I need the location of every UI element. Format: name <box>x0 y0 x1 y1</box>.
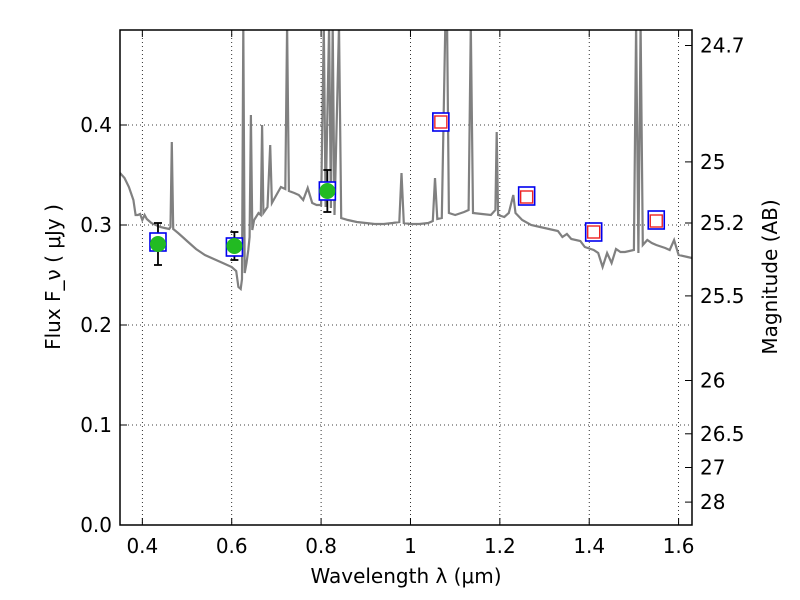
right-tick-label: 27 <box>700 456 725 480</box>
x-tick-label: 0.8 <box>305 534 337 558</box>
predicted-flux-point <box>586 225 601 239</box>
predicted-flux-point <box>649 214 663 228</box>
right-axis-title: Magnitude (AB) <box>758 199 782 354</box>
axis-ticks: 0.4 0.6 0.8 1 1.2 1.4 1.6 0.0 0.1 0.2 0.3 0.4 24.7 25… <box>80 30 745 558</box>
markers <box>149 112 666 266</box>
right-tick-label: 25 <box>700 150 725 174</box>
right-tick-label: 24.7 <box>700 34 745 58</box>
x-tick-label: 0.4 <box>126 534 158 558</box>
model-flux-box <box>584 222 603 242</box>
y-tick-label: 0.0 <box>80 513 112 537</box>
predicted-flux-point <box>434 115 448 129</box>
y-axis-title: Flux F_ν ( μJy ) <box>41 204 65 350</box>
plot-area <box>120 30 692 292</box>
observed-flux-point <box>226 238 243 254</box>
predicted-flux-point <box>519 190 534 204</box>
y-tick-label: 0.2 <box>80 313 112 337</box>
x-tick-label: 1.4 <box>573 534 605 558</box>
right-tick-label: 25.5 <box>700 284 745 308</box>
model-flux-box <box>432 112 450 132</box>
right-tick-label: 26 <box>700 369 725 393</box>
observed-flux-point <box>319 183 336 199</box>
y-tick-label: 0.4 <box>80 113 112 137</box>
right-tick-label: 26.5 <box>700 422 745 446</box>
x-axis-title: Wavelength λ (μm) <box>310 564 501 588</box>
model-spectrum-line <box>120 30 692 292</box>
right-tick-label: 28 <box>700 490 725 514</box>
plot-frame <box>119 29 693 526</box>
y-tick-label: 0.1 <box>80 413 112 437</box>
x-tick-label: 1.2 <box>484 534 516 558</box>
x-tick-label: 1.6 <box>663 534 695 558</box>
x-tick-label: 1 <box>404 534 417 558</box>
x-tick-label: 0.6 <box>216 534 248 558</box>
observed-flux-point <box>149 236 166 252</box>
y-tick-label: 0.3 <box>80 213 112 237</box>
right-tick-label: 25.2 <box>700 211 745 235</box>
